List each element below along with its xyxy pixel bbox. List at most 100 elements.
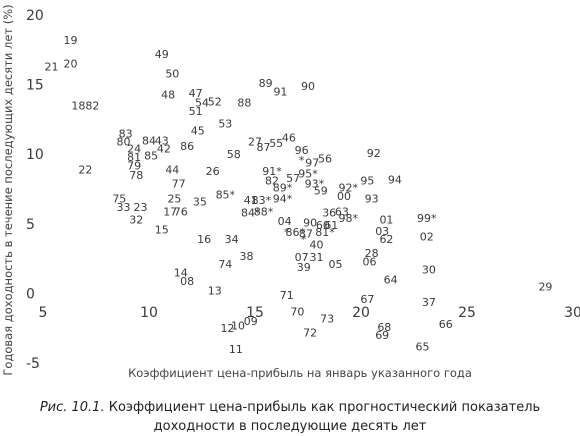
data-point-46: 82 bbox=[265, 175, 279, 188]
data-point-65: 75 bbox=[112, 193, 126, 206]
data-point-18: 83 bbox=[119, 127, 133, 140]
data-point-51: 59 bbox=[314, 184, 328, 197]
y-tick-label-2: 10 bbox=[26, 147, 44, 163]
data-point-44: 94* bbox=[273, 193, 293, 206]
data-point-7: 48 bbox=[161, 88, 175, 101]
data-point-21: 43 bbox=[155, 134, 169, 147]
data-point-113: 11 bbox=[229, 343, 243, 356]
data-point-45: 91* bbox=[262, 165, 282, 178]
data-point-43: 83* bbox=[252, 194, 272, 207]
data-point-92: 28 bbox=[365, 247, 379, 260]
data-point-111: 66 bbox=[439, 318, 453, 331]
data-point-30: 26 bbox=[206, 165, 220, 178]
data-point-105: 09 bbox=[244, 315, 258, 328]
data-point-103: 70 bbox=[290, 305, 304, 318]
data-point-36: 96 bbox=[295, 144, 309, 157]
data-point-26: 85 bbox=[144, 150, 158, 163]
y-tick-label-3: 5 bbox=[26, 217, 35, 233]
y-tick-label-1: 15 bbox=[26, 78, 44, 94]
data-point-64: 99* bbox=[417, 212, 437, 225]
data-point-20: 84 bbox=[142, 134, 156, 147]
data-point-34: 55 bbox=[269, 137, 283, 150]
data-point-2: 20 bbox=[64, 58, 78, 71]
data-point-71: 76 bbox=[174, 205, 188, 218]
data-point-41: 85* bbox=[216, 189, 236, 202]
data-point-89: 31 bbox=[309, 251, 323, 264]
data-point-16: 53 bbox=[218, 118, 232, 131]
data-point-73: 15 bbox=[155, 223, 169, 236]
y-tick-label-4: 0 bbox=[26, 286, 35, 302]
data-point-38: 56 bbox=[318, 152, 332, 165]
data-point-0: 19 bbox=[64, 34, 78, 47]
data-point-58: 88* bbox=[254, 205, 274, 218]
x-tick-label-0: 5 bbox=[39, 305, 48, 321]
caption-text: Коэффициент цена-прибыль как прогностиче… bbox=[108, 400, 541, 434]
x-axis-title: Коэффициент цена-прибыль на январь указа… bbox=[128, 366, 472, 380]
data-point-104: 73 bbox=[320, 312, 334, 325]
data-point-53: 00 bbox=[337, 190, 351, 203]
data-point-100: 67 bbox=[360, 293, 374, 306]
data-point-10: 52 bbox=[208, 95, 222, 108]
data-point-94: 64 bbox=[384, 273, 398, 286]
data-point-23: 24 bbox=[127, 143, 141, 156]
x-tick-label-5: 30 bbox=[564, 305, 580, 321]
caption-prefix: Рис. 10.1. bbox=[39, 400, 105, 415]
y-axis-title: Годовая доходность в течение последующих… bbox=[1, 4, 15, 375]
data-point-49: 95* bbox=[298, 168, 318, 181]
figure-caption: Рис. 10.1. Коэффициент цена-прибыль как … bbox=[0, 398, 580, 436]
data-point-108: 72 bbox=[303, 326, 317, 339]
data-point-32: 27 bbox=[248, 136, 262, 149]
data-point-88: 07 bbox=[295, 251, 309, 264]
asterisk-mark-2: * bbox=[301, 233, 307, 246]
data-point-62: 98* bbox=[339, 212, 359, 225]
data-point-59: 04 bbox=[278, 215, 292, 228]
data-point-81: 81* bbox=[315, 226, 335, 239]
x-tick-label-3: 20 bbox=[352, 305, 370, 321]
asterisk-mark-1: * bbox=[284, 226, 290, 239]
data-point-22: 86 bbox=[180, 140, 194, 153]
data-point-40: 77 bbox=[172, 177, 186, 190]
data-point-69: 35 bbox=[193, 196, 207, 209]
data-point-75: 34 bbox=[225, 233, 239, 246]
data-point-39: 92 bbox=[367, 147, 381, 160]
data-point-72: 32 bbox=[129, 214, 143, 227]
data-point-87: 74 bbox=[218, 258, 232, 271]
data-point-66: 33 bbox=[117, 201, 131, 214]
data-point-107: 12 bbox=[220, 322, 234, 335]
data-point-84: 62 bbox=[379, 233, 393, 246]
data-point-74: 16 bbox=[197, 233, 211, 246]
data-point-9: 54 bbox=[195, 97, 209, 110]
data-point-86: 38 bbox=[240, 250, 254, 263]
data-point-14: 91 bbox=[273, 86, 287, 99]
data-point-54: 95 bbox=[360, 175, 374, 188]
data-point-99: 71 bbox=[280, 289, 294, 302]
data-point-101: 37 bbox=[422, 296, 436, 309]
data-point-68: 25 bbox=[167, 193, 181, 206]
data-point-48: 57 bbox=[286, 172, 300, 185]
data-point-112: 65 bbox=[415, 340, 429, 353]
data-point-35: 46 bbox=[282, 131, 296, 144]
data-point-56: 93 bbox=[365, 193, 379, 206]
data-point-76: 86* bbox=[286, 226, 306, 239]
data-point-33: 87 bbox=[256, 141, 270, 154]
data-point-28: 78 bbox=[129, 169, 143, 182]
data-point-110: 69 bbox=[375, 329, 389, 342]
data-point-109: 68 bbox=[377, 321, 391, 334]
data-point-31: 58 bbox=[227, 148, 241, 161]
x-tick-label-1: 10 bbox=[140, 305, 158, 321]
data-point-50: 93* bbox=[305, 177, 325, 190]
data-point-17: 45 bbox=[191, 125, 205, 138]
data-point-1: 21 bbox=[44, 61, 58, 74]
data-point-67: 23 bbox=[134, 201, 148, 214]
data-point-90: 39 bbox=[297, 261, 311, 274]
data-point-80: 61 bbox=[324, 219, 338, 232]
data-point-25: 81 bbox=[127, 151, 141, 164]
data-point-63: 01 bbox=[379, 214, 393, 227]
data-point-27: 79 bbox=[127, 159, 141, 172]
asterisk-mark-0: * bbox=[299, 154, 305, 167]
data-point-77: 87 bbox=[299, 228, 313, 241]
data-point-19: 80 bbox=[117, 136, 131, 149]
data-point-57: 84* bbox=[241, 207, 261, 220]
